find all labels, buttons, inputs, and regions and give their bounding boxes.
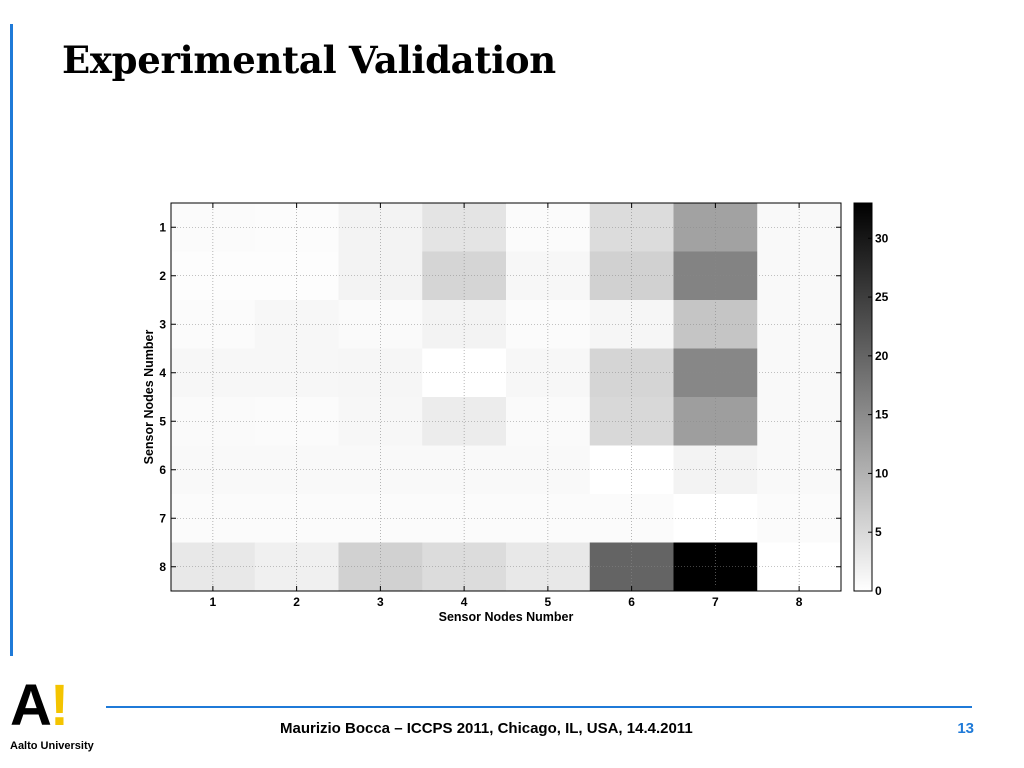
heatmap-cell-r4-c4 <box>422 348 507 398</box>
aalto-logo: A! Aalto University <box>10 677 106 760</box>
y-tick-label-3: 3 <box>159 317 166 331</box>
x-tick-label-7: 7 <box>712 595 719 609</box>
y-axis-label: Sensor Nodes Number <box>142 329 156 464</box>
plot-frame <box>170 202 842 592</box>
y-tick-label-5: 5 <box>159 414 166 428</box>
x-tick-label-5: 5 <box>545 595 552 609</box>
colorbar-tick-label-10: 10 <box>875 466 889 480</box>
colorbar-tick-label-0: 0 <box>875 584 882 598</box>
x-tick-label-3: 3 <box>377 595 384 609</box>
x-tick-label-4: 4 <box>461 595 468 609</box>
colorbar-tick-label-5: 5 <box>875 525 882 539</box>
slide-title: Experimental Validation <box>62 38 556 82</box>
colorbar-tick-label-30: 30 <box>875 231 889 245</box>
heatmap-cell-r4-c6 <box>589 348 674 398</box>
y-tick-label-7: 7 <box>159 511 166 525</box>
x-tick-label-2: 2 <box>293 595 300 609</box>
x-tick-label-8: 8 <box>796 595 803 609</box>
y-tick-label-4: 4 <box>159 366 166 380</box>
heatmap-cell-r4-c5 <box>506 348 591 398</box>
footer-text: Maurizio Bocca – ICCPS 2011, Chicago, IL… <box>280 720 693 737</box>
page-number: 13 <box>957 720 974 737</box>
y-tick-label-6: 6 <box>159 463 166 477</box>
logo-caption: Aalto University <box>10 740 94 752</box>
heatmap-chart: 1 2 3 4 5 6 7 8 1 2 3 4 5 6 7 8 Sensor Nodes Number Senso… <box>142 202 889 624</box>
heatmap-cell-r4-c7 <box>673 348 758 398</box>
logo-letter: A <box>10 673 52 738</box>
footer-divider <box>106 706 972 708</box>
colorbar-tick-label-15: 15 <box>875 408 889 422</box>
logo-mark: A! <box>10 677 69 735</box>
y-tick-label-1: 1 <box>159 220 166 234</box>
logo-exclamation: ! <box>49 673 69 738</box>
colorbar <box>853 202 873 592</box>
y-tick-label-2: 2 <box>159 269 166 283</box>
x-tick-label-1: 1 <box>210 595 217 609</box>
colorbar-tick-label-25: 25 <box>875 290 889 304</box>
x-axis-label: Sensor Nodes Number <box>439 610 574 624</box>
y-tick-label-8: 8 <box>159 560 166 574</box>
left-accent-bar <box>10 24 13 656</box>
x-tick-label-6: 6 <box>628 595 635 609</box>
colorbar-tick-label-20: 20 <box>875 349 889 363</box>
